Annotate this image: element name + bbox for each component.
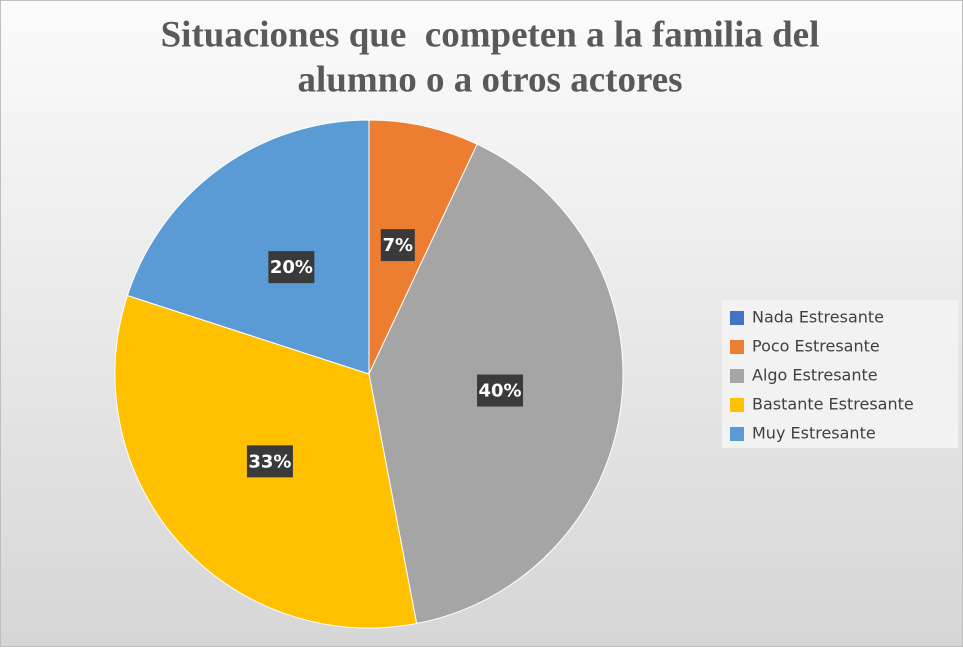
legend-label: Nada Estresante	[752, 308, 884, 327]
data-label: 20%	[270, 257, 313, 278]
legend-swatch	[730, 311, 744, 325]
legend-label: Algo Estresante	[752, 366, 878, 385]
legend-swatch	[730, 398, 744, 412]
data-label-box	[268, 251, 315, 284]
data-label-box	[477, 374, 524, 407]
legend-swatch	[730, 427, 744, 441]
legend-label: Muy Estresante	[752, 424, 876, 443]
pie-slice	[126, 119, 370, 375]
legend-swatch	[730, 340, 744, 354]
legend-box	[722, 300, 958, 448]
data-label: 40%	[478, 381, 521, 402]
pie-slice	[368, 119, 478, 375]
legend-label: Bastante Estresante	[752, 395, 914, 414]
data-label: 33%	[248, 451, 291, 472]
data-label: 7%	[383, 235, 414, 256]
data-label-box	[246, 445, 293, 478]
legend-swatch	[730, 369, 744, 383]
chart-title: Situaciones que competen a la familia de…	[161, 14, 820, 55]
chart-title: alumno o a otros actores	[297, 59, 682, 100]
data-label-box	[380, 229, 415, 262]
legend-label: Poco Estresante	[752, 337, 880, 356]
